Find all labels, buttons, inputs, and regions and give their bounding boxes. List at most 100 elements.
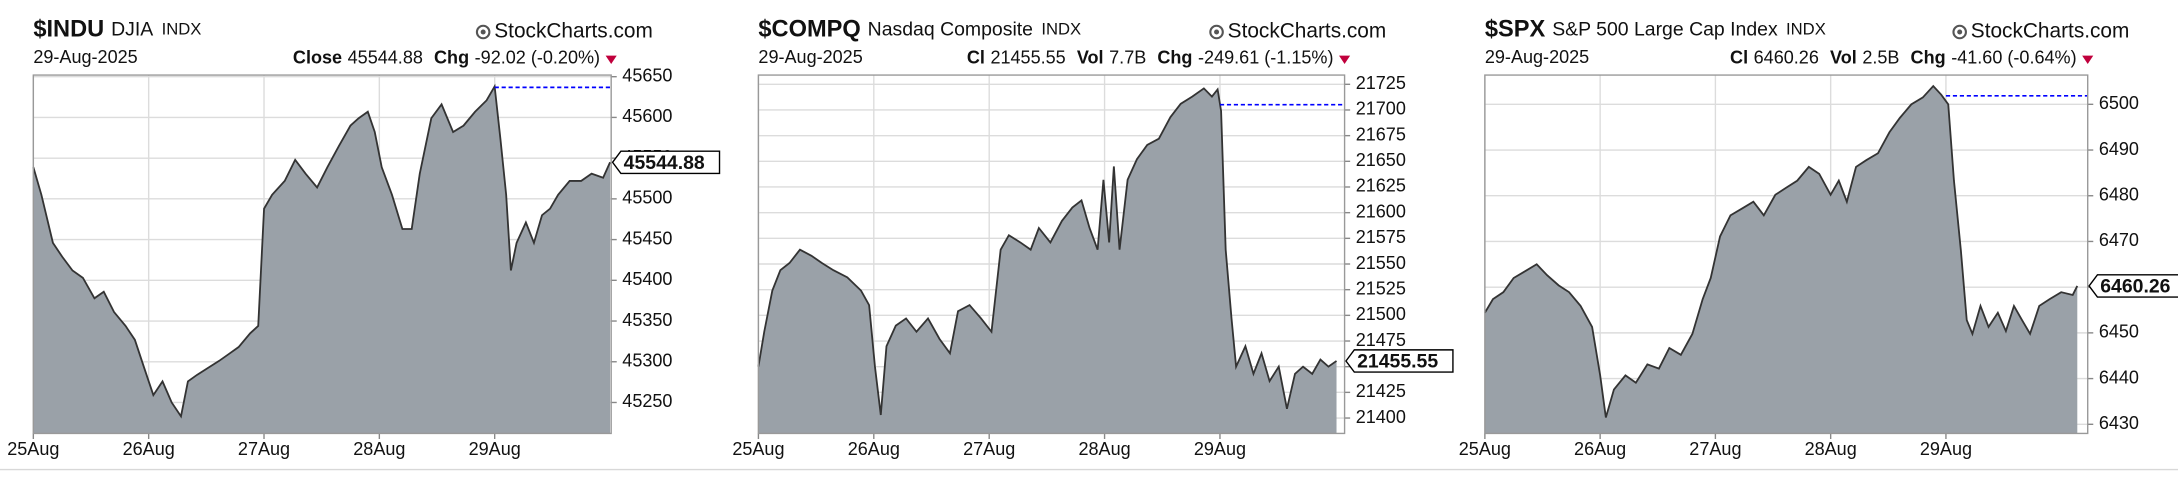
watermark-logo-dot xyxy=(480,29,486,35)
y-tick-label: 21425 xyxy=(1356,381,1406,401)
y-tick-label: 21500 xyxy=(1356,304,1406,324)
stats: Close 45544.88 Chg -92.02 (-0.20%) xyxy=(293,47,600,67)
y-tick-label: 21625 xyxy=(1356,176,1406,196)
exchange: INDX xyxy=(162,20,202,39)
watermark: StockCharts.com xyxy=(494,20,653,43)
y-tick-label: 21550 xyxy=(1356,253,1406,273)
last-value-label: 45544.88 xyxy=(624,152,705,174)
watermark-logo-dot xyxy=(1957,29,1963,35)
x-tick-label: 27Aug xyxy=(963,439,1015,459)
y-tick-label: 45600 xyxy=(622,106,672,126)
watermark-logo xyxy=(1209,24,1224,40)
x-tick-label: 26Aug xyxy=(848,439,900,459)
last-value-tag xyxy=(2088,274,2178,298)
last-value-tag xyxy=(611,150,721,175)
x-tick-label: 29Aug xyxy=(469,439,521,459)
change-down-icon xyxy=(605,55,617,64)
y-tick-label: 45650 xyxy=(622,65,672,85)
x-tick-label: 26Aug xyxy=(1574,439,1626,459)
stat-value: -41.60 (-0.64%) xyxy=(1951,47,2076,67)
y-tick-label: 21475 xyxy=(1356,330,1406,350)
y-tick-label: 45350 xyxy=(622,310,672,330)
stat-label: Cl xyxy=(967,47,985,67)
stat-label: Chg xyxy=(434,47,469,67)
chart-panel: $COMPQ Nasdaq Composite INDX StockCharts.co… xyxy=(732,17,1454,459)
y-tick-label: 21650 xyxy=(1356,150,1406,170)
price-line xyxy=(32,83,611,419)
stat-label: Close xyxy=(293,47,342,67)
y-tick-label: 45250 xyxy=(622,391,672,411)
x-tick-label: 29Aug xyxy=(1194,439,1246,459)
y-tick-label: 45300 xyxy=(622,351,672,371)
price-area xyxy=(758,88,1337,434)
stat-label: Cl xyxy=(1730,47,1748,67)
x-tick-label: 27Aug xyxy=(1689,439,1741,459)
date: 29-Aug-2025 xyxy=(1485,47,1589,67)
y-tick-label: 21600 xyxy=(1356,201,1406,221)
x-tick-label: 28Aug xyxy=(353,439,405,459)
stat-value: 6460.26 xyxy=(1754,47,1819,67)
symbol: $SPX xyxy=(1485,17,1546,43)
stat-value: -92.02 (-0.20%) xyxy=(475,47,600,67)
price-line xyxy=(1484,84,2079,418)
watermark-logo xyxy=(1952,24,1967,40)
y-tick-label: 6470 xyxy=(2099,230,2139,250)
y-tick-label: 21700 xyxy=(1356,99,1406,119)
price-area xyxy=(33,86,611,434)
index-name: S&P 500 Large Cap Index xyxy=(1552,19,1778,41)
stat-value: -249.61 (-1.15%) xyxy=(1198,47,1333,67)
x-tick-label: 29Aug xyxy=(1920,439,1972,459)
y-tick-label: 6490 xyxy=(2099,139,2139,159)
stat-value: 45544.88 xyxy=(348,47,423,67)
x-tick-label: 25Aug xyxy=(1459,439,1511,459)
change-down-icon xyxy=(1339,55,1351,64)
symbol: $COMPQ xyxy=(758,17,860,43)
chart-panel: $INDU DJIA INDX StockCharts.com 29-Aug-2025 C… xyxy=(7,17,721,459)
x-tick-label: 25Aug xyxy=(7,439,59,459)
date: 29-Aug-2025 xyxy=(758,47,862,67)
index-name: DJIA xyxy=(111,19,153,41)
stat-value: 7.7B xyxy=(1109,47,1146,67)
chart-panel: $SPX S&P 500 Large Cap Index INDX StockChar… xyxy=(1459,17,2178,459)
last-value-label: 6460.26 xyxy=(2100,276,2170,298)
stat-label: Vol xyxy=(1077,47,1104,67)
watermark: StockCharts.com xyxy=(1971,20,2130,43)
stats: Cl 6460.26 Vol 2.5B Chg -41.60 (-0.64%) xyxy=(1730,47,2077,67)
watermark-logo-dot xyxy=(1214,29,1220,35)
price-area xyxy=(1484,86,2078,434)
plot-frame xyxy=(1484,74,2089,435)
index-name: Nasdaq Composite xyxy=(868,19,1033,41)
plot-frame xyxy=(757,74,1346,435)
stats: Cl 21455.55 Vol 7.7B Chg -249.61 (-1.15%) xyxy=(967,47,1334,67)
x-tick-label: 28Aug xyxy=(1078,439,1130,459)
plot-frame xyxy=(32,74,612,435)
watermark: StockCharts.com xyxy=(1228,20,1387,43)
stat-value: 2.5B xyxy=(1862,47,1899,67)
y-tick-label: 45400 xyxy=(622,269,672,289)
x-tick-label: 25Aug xyxy=(732,439,784,459)
price-line xyxy=(757,87,1338,416)
x-tick-label: 27Aug xyxy=(238,439,290,459)
y-tick-label: 6430 xyxy=(2099,413,2139,433)
y-tick-label: 21575 xyxy=(1356,227,1406,247)
chart-heading: $SPX S&P 500 Large Cap Index INDX xyxy=(1485,17,1826,43)
y-tick-label: 6500 xyxy=(2099,93,2139,113)
y-tick-label: 21725 xyxy=(1356,73,1406,93)
y-tick-label: 21525 xyxy=(1356,278,1406,298)
y-tick-label: 6480 xyxy=(2099,185,2139,205)
exchange: INDX xyxy=(1041,20,1081,39)
y-tick-label: 45500 xyxy=(622,188,672,208)
y-tick-label: 21675 xyxy=(1356,124,1406,144)
y-tick-label: 45450 xyxy=(622,228,672,248)
chart-heading: $INDU DJIA INDX xyxy=(33,17,201,43)
stat-label: Chg xyxy=(1157,47,1192,67)
watermark-logo xyxy=(475,24,491,40)
symbol: $INDU xyxy=(33,17,104,43)
last-value-label: 21455.55 xyxy=(1357,351,1438,373)
exchange: INDX xyxy=(1786,20,1826,39)
y-tick-label: 21400 xyxy=(1356,407,1406,427)
date: 29-Aug-2025 xyxy=(33,47,137,67)
stat-label: Chg xyxy=(1911,47,1946,67)
